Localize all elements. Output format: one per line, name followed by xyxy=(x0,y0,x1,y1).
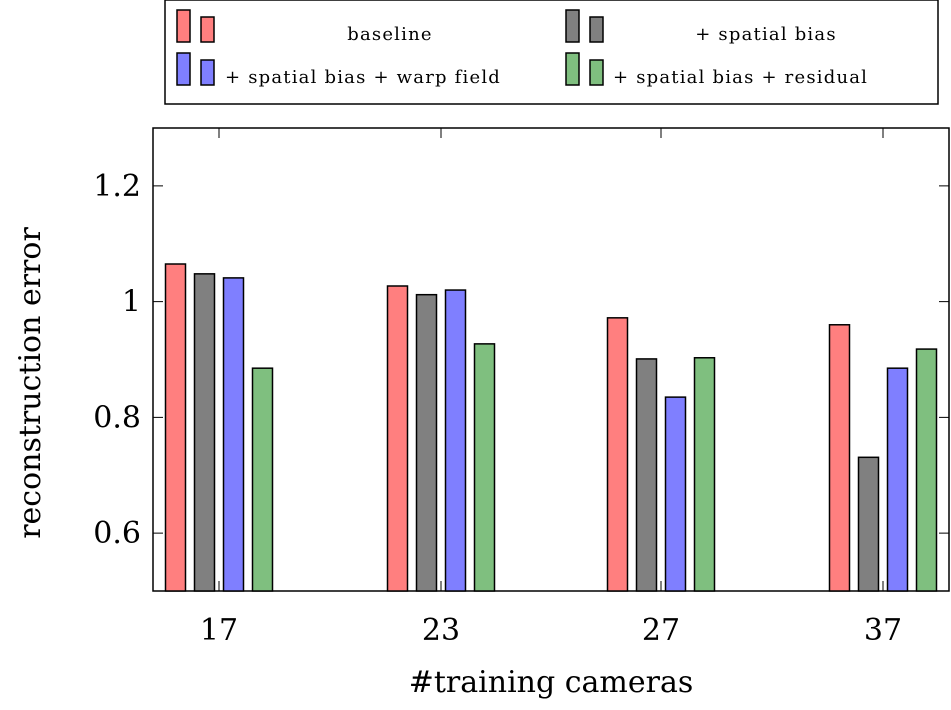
plot-frame xyxy=(152,127,950,592)
bar-17-series-1 xyxy=(193,273,216,592)
legend-swatch xyxy=(176,9,191,43)
bar-27-series-3 xyxy=(693,357,716,592)
legend-frame xyxy=(164,0,939,105)
bar-23-series-3 xyxy=(473,343,496,592)
bar-23-series-1 xyxy=(415,293,438,592)
bar-23-series-2 xyxy=(444,289,467,592)
legend-swatch xyxy=(200,16,215,43)
legend-swatch xyxy=(565,52,580,86)
legend-swatch xyxy=(200,59,215,86)
bar-27-series-0 xyxy=(606,317,629,592)
bar-27-series-2 xyxy=(664,396,687,592)
x-tick-label: 37 xyxy=(864,613,902,648)
bar-37-series-1 xyxy=(857,456,880,592)
y-axis-label: reconstruction error xyxy=(13,227,48,539)
bar-37-series-3 xyxy=(915,348,938,592)
legend-label: + spatial bias + residual xyxy=(613,67,868,88)
y-axis: 0.6 0.8 1 1.2 xyxy=(93,169,949,551)
bars-layer xyxy=(164,263,938,592)
x-axis: 17 23 27 37 xyxy=(200,128,902,648)
legend-label: baseline xyxy=(347,24,433,45)
bar-37-series-2 xyxy=(886,367,909,592)
x-tick-label: 23 xyxy=(422,613,460,648)
bar-17-series-0 xyxy=(164,263,187,592)
legend-label: + spatial bias xyxy=(695,24,837,45)
legend-swatch xyxy=(565,9,580,43)
x-tick-label: 27 xyxy=(642,613,680,648)
y-tick-label: 1 xyxy=(122,285,141,320)
legend: baseline + spatial bias + spatial bias + w… xyxy=(164,0,939,105)
legend-swatch xyxy=(176,52,191,86)
x-axis-label: #training cameras xyxy=(409,665,694,700)
bar-17-series-3 xyxy=(251,367,274,592)
x-tick-label: 17 xyxy=(200,613,238,648)
legend-swatch xyxy=(589,59,604,86)
bar-27-series-1 xyxy=(635,358,658,592)
y-tick-label: 1.2 xyxy=(93,169,141,204)
legend-swatch xyxy=(589,16,604,43)
bar-37-series-0 xyxy=(828,324,851,592)
legend-label: + spatial bias + warp field xyxy=(225,67,501,88)
y-tick-label: 0.6 xyxy=(93,516,141,551)
bar-17-series-2 xyxy=(222,277,245,592)
bar-23-series-0 xyxy=(386,285,409,592)
y-tick-label: 0.8 xyxy=(93,400,141,435)
